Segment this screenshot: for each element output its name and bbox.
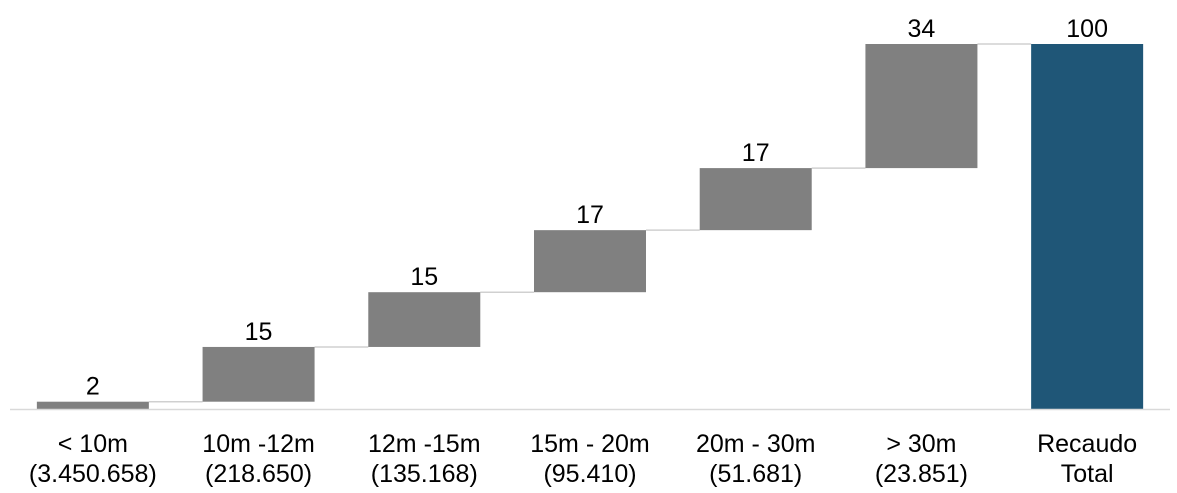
- bar-5: [699, 168, 812, 231]
- category-label-7-line-1: Recaudo: [1037, 430, 1137, 458]
- data-label-2: 15: [245, 318, 273, 346]
- category-label-1-line-2: (3.450.658): [29, 460, 157, 488]
- category-label-1-line-1: < 10m: [58, 430, 128, 458]
- category-labels: < 10m(3.450.658) 10m -12m(218.650) 12m -15…: [29, 430, 1137, 488]
- data-label-1: 2: [86, 373, 100, 401]
- data-label-5: 17: [742, 139, 770, 167]
- bar-1: [36, 401, 149, 409]
- category-label-6-line-2: (23.851): [875, 460, 968, 488]
- data-label-4: 17: [576, 201, 604, 229]
- bar-4: [534, 230, 646, 293]
- bar-7: [1031, 44, 1144, 409]
- category-label-3-line-2: (135.168): [371, 460, 478, 488]
- bar-6: [865, 44, 978, 169]
- data-label-6: 34: [908, 15, 936, 43]
- category-label-2-line-1: 10m -12m: [202, 430, 315, 458]
- bar-2: [202, 346, 315, 402]
- category-label-7-line-2: Total: [1061, 460, 1114, 488]
- bar-3: [368, 292, 481, 347]
- category-label-4-line-1: 15m - 20m: [530, 430, 649, 458]
- category-label-5-line-2: (51.681): [709, 460, 802, 488]
- category-label-6-line-1: > 30m: [886, 430, 956, 458]
- data-labels: 2 15 15 17 17 34 100: [86, 15, 1108, 401]
- connector-lines: [148, 43, 1032, 403]
- data-label-3: 15: [410, 263, 438, 291]
- category-label-4-line-2: (95.410): [543, 460, 636, 488]
- data-label-7: 100: [1066, 15, 1108, 43]
- category-label-3-line-1: 12m -15m: [368, 430, 481, 458]
- category-label-2-line-2: (218.650): [205, 460, 312, 488]
- bars: [36, 44, 1144, 409]
- category-label-5-line-1: 20m - 30m: [696, 430, 815, 458]
